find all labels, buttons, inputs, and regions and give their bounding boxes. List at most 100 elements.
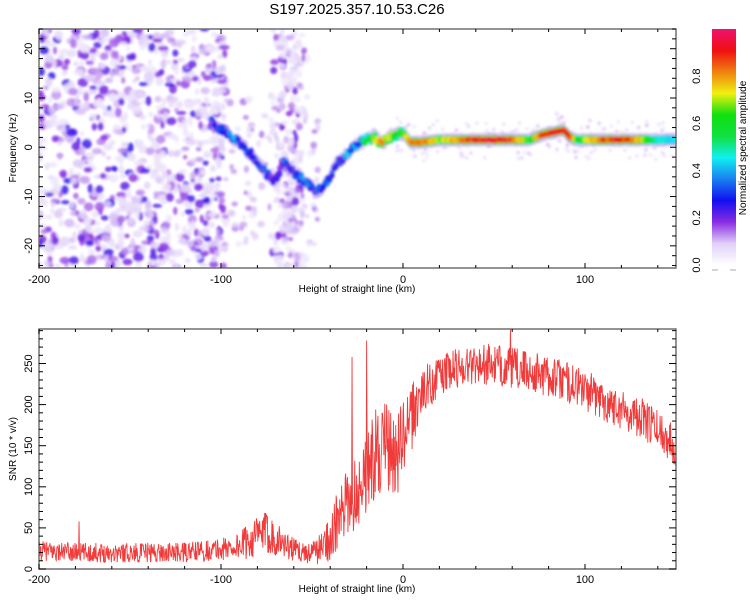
spectral-blob <box>193 228 199 237</box>
spectral-blob <box>39 141 43 146</box>
spectral-blob <box>217 152 223 158</box>
spectral-blob <box>45 77 53 87</box>
spectral-blob <box>58 118 69 126</box>
spectral-blob <box>60 185 69 195</box>
ridge-halo-blob <box>635 153 639 158</box>
spectral-blob <box>95 185 104 194</box>
spectral-blob <box>104 166 112 173</box>
spectral-blob <box>243 165 250 173</box>
spectral-blob <box>245 205 253 211</box>
spectral-blob <box>71 141 80 151</box>
spectral-blob <box>174 66 179 75</box>
spectral-blob <box>61 123 66 132</box>
spectral-blob <box>85 60 94 65</box>
spectral-blob <box>172 59 179 64</box>
spectral-blob <box>171 173 177 182</box>
spectral-blob <box>300 193 305 199</box>
spectral-blob <box>136 139 144 147</box>
bottom-y-tick-label: 50 <box>23 522 35 534</box>
spectral-blob <box>48 106 57 115</box>
spectral-blob <box>314 118 322 124</box>
spectral-blob <box>64 218 75 228</box>
ridge-halo-blob <box>547 144 551 149</box>
spectral-blob <box>179 191 190 201</box>
spectral-blob <box>97 122 104 131</box>
spectral-blob <box>280 70 287 79</box>
spectral-blob <box>123 35 131 42</box>
spectral-blob <box>300 105 305 110</box>
spectral-blob <box>198 121 203 130</box>
spectral-blob <box>108 38 119 48</box>
spectral-blob <box>123 233 130 239</box>
spectral-blob <box>149 124 155 134</box>
spectral-blob <box>50 114 58 120</box>
spectral-blob <box>306 240 312 247</box>
bottom-y-ticks: 0 50 100 150 200 250 <box>23 330 676 572</box>
ridge-halo-blob <box>564 147 569 151</box>
ridge-halo-blob <box>644 123 649 128</box>
spectral-blob <box>157 258 167 266</box>
spectral-blob <box>177 41 182 49</box>
spectral-blob <box>273 33 278 42</box>
spectral-blob <box>143 219 151 227</box>
spectral-blob <box>153 216 158 225</box>
spectral-blob <box>66 38 72 44</box>
spectral-blob <box>223 97 229 103</box>
spectral-blob <box>297 262 304 268</box>
spectral-blob <box>246 191 253 199</box>
spectral-blob <box>135 260 142 268</box>
ridge-blob <box>261 166 267 172</box>
spectral-blob <box>71 29 81 36</box>
spectral-blob <box>218 197 226 205</box>
spectral-blob <box>173 206 178 216</box>
spectral-blob <box>165 214 173 223</box>
spectral-blob <box>291 196 300 206</box>
spectral-blob <box>117 147 129 154</box>
spectral-blob <box>304 113 309 119</box>
spectral-blob <box>123 110 128 121</box>
spectral-blob <box>115 154 126 163</box>
ridge-halo-blob <box>555 147 559 152</box>
spectral-blob <box>200 70 206 78</box>
ridge-blob <box>355 142 361 148</box>
spectral-blob <box>161 97 166 108</box>
spectral-blob <box>108 139 116 146</box>
spectral-blob <box>218 44 230 50</box>
spectral-blob <box>126 103 135 110</box>
ridge-halo-blob <box>512 129 517 134</box>
spectral-blob <box>214 66 223 75</box>
snr-line <box>39 329 676 565</box>
spectral-blob <box>143 71 155 82</box>
spectral-blob <box>203 96 209 103</box>
spectral-blob <box>161 183 172 191</box>
ridge-halo-blob <box>458 151 463 155</box>
spectral-blob <box>110 50 116 59</box>
spectral-blob <box>295 96 301 103</box>
spectral-blob <box>206 183 214 192</box>
spectral-blob <box>221 241 229 247</box>
ridge-halo-blob <box>525 127 530 131</box>
top-y-tick-label: -10 <box>23 189 35 205</box>
spectral-blob <box>47 95 53 104</box>
spectral-blob <box>304 214 310 219</box>
spectral-blob <box>59 169 68 178</box>
bottom-x-axis-label: Height of straight line (km) <box>299 584 416 595</box>
spectral-blob <box>130 195 138 202</box>
spectral-blob <box>95 245 102 252</box>
spectral-blob <box>114 107 122 118</box>
spectral-blob <box>182 31 189 38</box>
spectral-blob <box>298 154 303 163</box>
ridge-halo-blob <box>657 122 661 127</box>
spectral-blob <box>39 235 47 244</box>
ridge-halo-blob <box>630 120 635 125</box>
ridge-halo-blob <box>593 148 597 152</box>
spectral-blob <box>99 244 108 249</box>
spectral-blob <box>245 132 253 138</box>
spectral-blob <box>139 196 148 203</box>
spectral-blob <box>94 201 105 212</box>
spectral-blob <box>256 140 261 148</box>
spectral-blob <box>138 226 149 232</box>
spectrogram-ridge <box>209 116 676 200</box>
spectral-blob <box>243 190 249 196</box>
spectral-blob <box>188 214 197 224</box>
